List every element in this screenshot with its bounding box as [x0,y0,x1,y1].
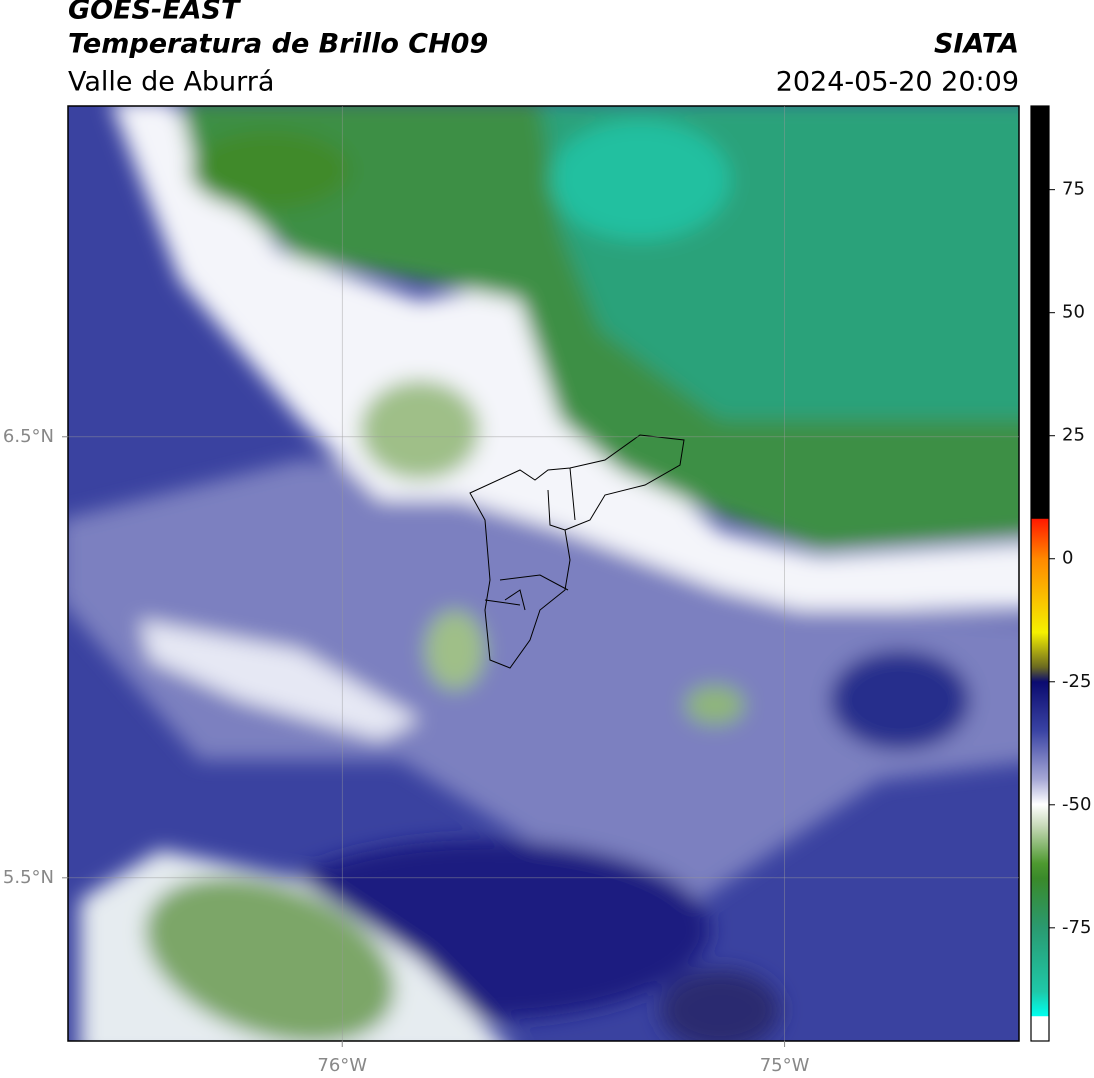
map-frame [67,105,1020,1042]
colorbar-tick-label: -75 [1062,917,1091,938]
colorbar-tick-label: -25 [1062,671,1091,692]
source: SIATA [934,29,1019,60]
satellite-image [68,106,1019,1041]
colorbar-tick-label: -50 [1062,794,1091,815]
colorbar-tick-label: 25 [1062,425,1085,446]
title: GOES-EAST [68,0,242,26]
colorbar-tick-label: 0 [1062,548,1073,569]
colorbar-tick-label: 50 [1062,302,1085,323]
region: Valle de Aburrá [68,67,274,98]
colorbar [1030,105,1050,1042]
y-tick-label: 6.5°N [3,426,54,447]
y-tick-label: 5.5°N [3,867,54,888]
subtitle: Temperatura de Brillo CH09 [68,29,488,60]
x-tick-label: 75°W [760,1055,810,1076]
datetime: 2024-05-20 20:09 [776,67,1019,98]
colorbar-tick-label: 75 [1062,179,1085,200]
x-tick-label: 76°W [317,1055,367,1076]
